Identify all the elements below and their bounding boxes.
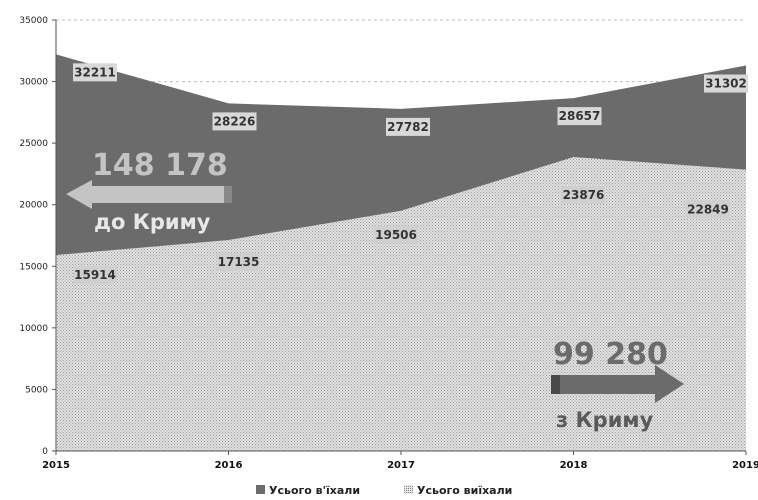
- data-label-entered-2017: 27782: [386, 117, 430, 136]
- legend-swatch-left: [404, 485, 413, 494]
- data-label-entered-2018-box: [557, 107, 602, 126]
- y-tick-label-20000: 20000: [19, 201, 48, 211]
- data-label-left-2015-text: 15914: [74, 268, 116, 282]
- legend: Усього в'їхали Усього виїхали: [256, 484, 512, 497]
- data-label-left-2018-text: 23876: [563, 188, 605, 202]
- data-label-left-2017-box: [374, 225, 418, 244]
- y-tick-label-10000: 10000: [19, 324, 48, 334]
- data-label-entered-2016: 28226: [212, 112, 257, 131]
- legend-label-entered: Усього в'їхали: [269, 484, 360, 497]
- x-tick-label-2017: 2017: [387, 460, 415, 471]
- y-tick-label-5000: 5000: [25, 385, 48, 395]
- data-label-left-2016-text: 17135: [218, 255, 260, 269]
- legend-label-left: Усього виїхали: [417, 484, 512, 497]
- data-label-left-2018: 23876: [561, 185, 606, 204]
- y-tick-label-30000: 30000: [19, 78, 48, 88]
- arrow-left-icon: [66, 180, 226, 209]
- data-label-left-2016: 17135: [216, 252, 261, 271]
- annotation-right-number: 99 280: [553, 337, 668, 372]
- data-label-left-2019-box: [686, 200, 730, 219]
- data-label-left-2015-box: [73, 266, 117, 285]
- data-label-entered-2018: 28657: [557, 107, 602, 126]
- annotation-left-number: 148 178: [92, 148, 228, 183]
- data-label-left-2019-text: 22849: [687, 203, 729, 217]
- data-label-left-2017-text: 19506: [375, 228, 417, 242]
- annotation-right-caption: з Криму: [556, 408, 654, 432]
- data-label-left-2019: 22849: [686, 200, 730, 219]
- data-label-entered-2019: 31302: [704, 74, 748, 93]
- data-label-entered-2015-box: [73, 63, 117, 82]
- annotation-to-crimea: 148 178 до Криму: [66, 148, 232, 234]
- y-tick-label-15000: 15000: [19, 262, 48, 272]
- legend-swatch-entered: [256, 485, 265, 494]
- data-label-entered-2019-box: [704, 74, 748, 93]
- annotation-from-crimea: 99 280 з Криму: [551, 337, 684, 432]
- data-label-left-2016-box: [216, 252, 261, 271]
- arrow-right-icon: [560, 365, 684, 403]
- annotation-left-caption: до Криму: [94, 210, 211, 234]
- x-tick-label-2019: 2019: [732, 460, 758, 471]
- data-label-entered-2015-text: 32211: [74, 65, 116, 79]
- data-label-entered-2015: 32211: [73, 63, 117, 82]
- data-label-left-2017: 19506: [374, 225, 418, 244]
- data-label-entered-2018-text: 28657: [559, 109, 601, 123]
- x-tick-label-2018: 2018: [560, 460, 588, 471]
- x-tick-label-2016: 2016: [215, 460, 243, 471]
- data-label-entered-2019-text: 31302: [705, 77, 747, 91]
- data-label-entered-2017-box: [386, 117, 430, 136]
- data-label-entered-2016-text: 28226: [214, 114, 256, 128]
- y-tick-label-35000: 35000: [19, 16, 48, 26]
- data-label-entered-2016-box: [212, 112, 257, 131]
- y-tick-label-25000: 25000: [19, 139, 48, 149]
- data-label-left-2018-box: [561, 185, 606, 204]
- arrow-left-tail: [224, 186, 232, 203]
- arrow-right-tail: [551, 375, 560, 394]
- x-tick-label-2015: 2015: [42, 460, 70, 471]
- axes: 0 5000 10000 15000 20000 25000 30000 35000 2015 2…: [19, 16, 758, 471]
- data-label-left-2015: 15914: [73, 266, 117, 285]
- data-labels: 32211 28226 27782 28657 31302 15914 17135 19506…: [73, 63, 748, 285]
- y-tick-label-0: 0: [42, 447, 48, 457]
- data-label-entered-2017-text: 27782: [387, 120, 429, 134]
